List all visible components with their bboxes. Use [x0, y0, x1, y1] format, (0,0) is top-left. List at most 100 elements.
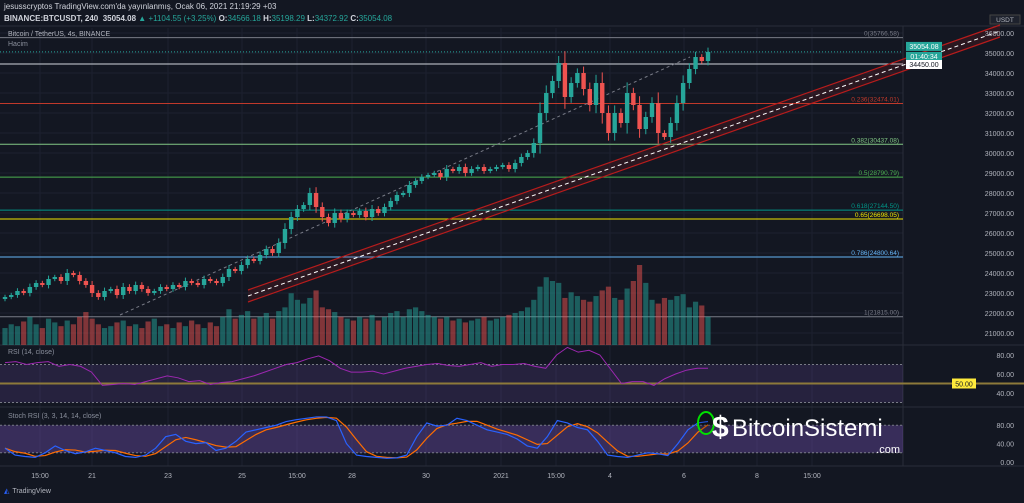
legend-volume: Hacim [8, 41, 28, 48]
volume-bar [83, 312, 89, 345]
fib-label: 0(35766.58) [864, 31, 899, 38]
volume-bar [157, 326, 164, 345]
volume-bar [375, 320, 381, 345]
candle-body [568, 83, 574, 97]
candle-body [2, 297, 8, 299]
candle-body [456, 167, 462, 171]
candle-body [307, 193, 313, 205]
volume-bar [537, 286, 543, 345]
candle-body [531, 143, 537, 153]
price-tick: 35000.00 [985, 51, 1014, 58]
candle-body [158, 287, 163, 291]
price-badge-text: 01:40:34 [910, 54, 937, 61]
volume-bar [114, 322, 120, 345]
volume-bar [630, 281, 636, 345]
candle-body [369, 209, 375, 217]
candle-body [145, 289, 151, 293]
volume-bar [195, 324, 201, 345]
rsi-tick: 40.00 [996, 391, 1014, 398]
candle-body [326, 217, 331, 223]
currency-label: USDT [996, 17, 1014, 24]
candle-body [363, 211, 369, 217]
candle-body [494, 167, 499, 169]
price-tick: 21000.00 [985, 331, 1014, 338]
volume-bar [58, 326, 64, 345]
volume-bar [369, 314, 375, 345]
volume-bar [350, 320, 356, 345]
price-tick: 29000.00 [985, 171, 1014, 178]
volume-bar [14, 326, 21, 345]
highlight-circle [697, 411, 715, 435]
volume-bar [419, 311, 425, 345]
watermark-domain: .com [876, 444, 900, 456]
time-tick: 8 [755, 473, 759, 480]
volume-bar [363, 318, 369, 345]
candle-body [618, 113, 624, 123]
open: 34566.18 [227, 14, 261, 23]
price-tick: 27000.00 [985, 211, 1014, 218]
candle-body [176, 285, 182, 287]
candle-body [251, 259, 257, 261]
volume-bar [139, 328, 145, 345]
candle-body [674, 103, 680, 123]
candle-body [525, 153, 530, 157]
volume-bar [574, 296, 580, 345]
volume-bar [643, 282, 649, 345]
candle-body [351, 213, 356, 215]
stoch-tick: 40.00 [996, 442, 1014, 449]
rsi-tick: 60.00 [996, 372, 1014, 379]
volume-bar [325, 309, 332, 345]
candle-body [27, 287, 33, 293]
time-tick: 28 [348, 473, 356, 480]
candle-body [245, 259, 250, 265]
volume-bar [624, 288, 630, 345]
volume-bar [512, 313, 518, 345]
candle-body [276, 243, 281, 253]
candle-body [419, 177, 425, 181]
candle-body [226, 269, 232, 277]
price-tick: 34000.00 [985, 71, 1014, 78]
volume-bar [431, 316, 437, 345]
candle-body [382, 207, 387, 213]
volume-bar [636, 265, 643, 345]
candle-body [189, 281, 194, 283]
volume-bar [176, 322, 182, 345]
volume-bar [425, 314, 431, 345]
volume-bar [618, 299, 624, 345]
volume-bar [27, 316, 33, 345]
volume-bar [543, 277, 549, 345]
volume-bar [8, 324, 14, 345]
volume-bar [686, 307, 692, 345]
close: 35054.08 [358, 14, 393, 23]
price-badge [906, 60, 942, 69]
volume-bar [313, 290, 319, 345]
channel-fill [248, 25, 1000, 302]
price-tick: 28000.00 [985, 191, 1014, 198]
volume-bar [120, 320, 126, 345]
volume-bar [338, 316, 344, 345]
volume-bar [468, 320, 475, 345]
volume-bar [145, 321, 151, 345]
candle-body [214, 281, 219, 283]
volume-bar [294, 299, 300, 345]
candle-body [288, 217, 294, 229]
volume-bar [257, 316, 263, 345]
candle-body [301, 205, 306, 209]
candle-body [643, 117, 648, 129]
candle-body [388, 201, 393, 207]
volume-bar [2, 328, 8, 345]
candle-body [270, 249, 275, 253]
tradingview-logo[interactable]: ◭ TradingView [4, 487, 51, 496]
candle-body [89, 285, 95, 293]
candle-body [164, 287, 169, 289]
volume-bar [456, 318, 462, 345]
candle-body [562, 63, 568, 97]
rsi-marker [952, 378, 976, 389]
volume-bar [238, 314, 245, 345]
volume-bar [661, 297, 668, 345]
candle-body [705, 51, 711, 61]
volume-bar [251, 318, 257, 345]
volume-bar [587, 301, 593, 345]
volume-bar [699, 305, 705, 345]
